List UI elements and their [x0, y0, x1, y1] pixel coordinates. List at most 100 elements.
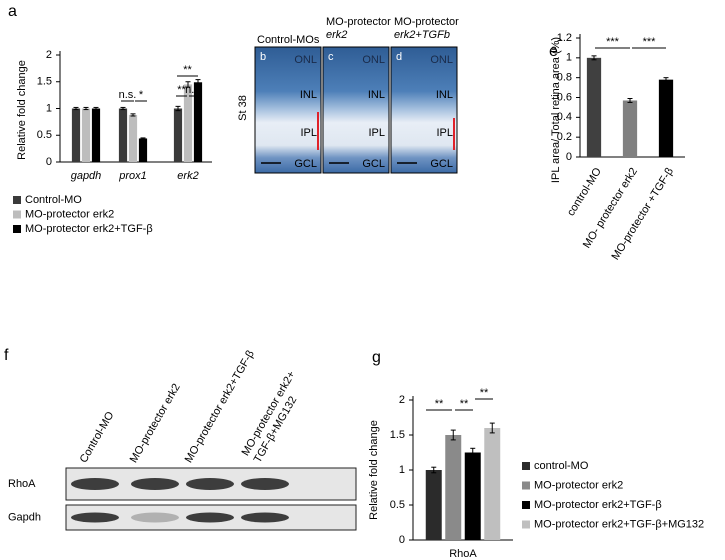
layer-label: GCL [294, 158, 317, 170]
blot-band [186, 478, 234, 490]
error-bar [627, 97, 633, 103]
bar [464, 452, 481, 540]
stage-label: St 38 [237, 95, 249, 121]
micrograph-title: MO-protector [326, 16, 391, 28]
layer-label: INL [300, 89, 317, 101]
lane-label: MO-protector erk2 [128, 382, 183, 465]
significance-label: n.s. [185, 84, 203, 96]
y-axis-label: IPL area/ Total retina area (%) [550, 37, 562, 183]
y-tick-label: 1 [46, 102, 52, 114]
y-tick-label: 0 [566, 151, 572, 163]
x-tick-label: control-MO [565, 165, 604, 218]
bar [128, 114, 138, 162]
ipl-marker [317, 112, 319, 150]
micrograph-title: Control-MOs [257, 34, 320, 46]
y-tick-label: 0.6 [557, 91, 572, 103]
layer-label: GCL [362, 158, 385, 170]
y-tick-label: 1 [399, 464, 405, 476]
panel-letter: g [372, 349, 381, 366]
micrograph-title: erk2+TGFb [394, 29, 450, 41]
legend-swatch [522, 520, 530, 529]
blot-band [71, 478, 119, 490]
y-tick-label: 1.5 [390, 429, 405, 441]
bar [425, 470, 442, 540]
blot-row-label: Gapdh [8, 511, 41, 523]
significance-label: ** [177, 84, 186, 96]
bar [193, 82, 203, 162]
error-bar [663, 77, 669, 83]
y-axis-label: Relative fold change [368, 420, 380, 520]
error-bar [140, 137, 146, 140]
error-bar [431, 466, 437, 474]
legend-swatch [13, 225, 21, 233]
bar [71, 108, 81, 162]
y-tick-label: 0.5 [37, 129, 52, 141]
panel-letter: e [549, 43, 558, 60]
bar [81, 108, 91, 162]
x-tick-label: prox1 [118, 170, 147, 182]
layer-label: ONL [294, 54, 317, 66]
y-tick-label: 2 [399, 394, 405, 406]
significance-label: ** [183, 64, 192, 76]
micrograph [254, 46, 322, 174]
blot-band [241, 478, 289, 490]
legend-swatch [522, 501, 530, 509]
y-tick-label: 1.5 [37, 76, 52, 88]
legend-label: MO-protector erk2 [534, 479, 623, 491]
layer-label: ONL [430, 54, 453, 66]
significance-label: ** [435, 398, 444, 410]
blot-band [241, 512, 289, 523]
error-bar [120, 106, 126, 111]
micrograph-title: erk2 [326, 29, 347, 41]
significance-label: n.s. [119, 89, 137, 101]
legend-swatch [522, 481, 530, 490]
error-bar [93, 106, 99, 111]
layer-label: IPL [300, 127, 317, 139]
x-tick-label: MO-protector +TGF-β [610, 166, 676, 262]
legend-swatch [13, 196, 21, 204]
significance-label: *** [606, 36, 620, 48]
legend-swatch [13, 210, 21, 219]
bar [658, 79, 674, 157]
bar [173, 108, 183, 162]
legend-label: MO-protector erk2+TGF-β [534, 499, 662, 511]
x-tick-label: RhoA [449, 548, 477, 560]
lane-label: Control-MO [78, 409, 117, 465]
significance-label: *** [643, 36, 657, 48]
micrograph-title: MO-protector [394, 16, 459, 28]
blot-band [71, 512, 119, 523]
y-tick-label: 0.4 [557, 111, 572, 123]
panel-letter: f [4, 347, 9, 364]
micrograph-letter: b [260, 51, 266, 63]
y-tick-label: 0.2 [557, 131, 572, 143]
blot-band [186, 512, 234, 523]
layer-label: INL [436, 89, 453, 101]
error-bar [195, 79, 201, 86]
error-bar [450, 429, 456, 441]
micrograph-letter: d [396, 51, 402, 63]
error-bar [73, 106, 79, 111]
error-bar [591, 55, 597, 61]
y-tick-label: 0 [46, 156, 52, 168]
legend-label: MO-protector erk2 [25, 208, 114, 220]
significance-label: ** [460, 398, 469, 410]
panel-letter: a [8, 3, 17, 20]
layer-label: IPL [368, 127, 385, 139]
blot-band [131, 478, 179, 490]
error-bar [83, 106, 89, 111]
y-tick-label: 0.5 [390, 499, 405, 511]
legend-label: control-MO [534, 460, 589, 472]
bar [586, 57, 602, 158]
error-bar [175, 105, 181, 112]
significance-label: * [139, 89, 144, 101]
blot-band [131, 512, 179, 523]
micrograph-letter: c [328, 51, 334, 63]
bar [138, 138, 148, 162]
significance-label: ** [480, 387, 489, 399]
legend-label: Control-MO [25, 194, 82, 206]
legend-swatch [522, 462, 530, 470]
error-bar [470, 447, 476, 458]
layer-label: ONL [362, 54, 385, 66]
x-tick-label: erk2 [177, 170, 198, 182]
